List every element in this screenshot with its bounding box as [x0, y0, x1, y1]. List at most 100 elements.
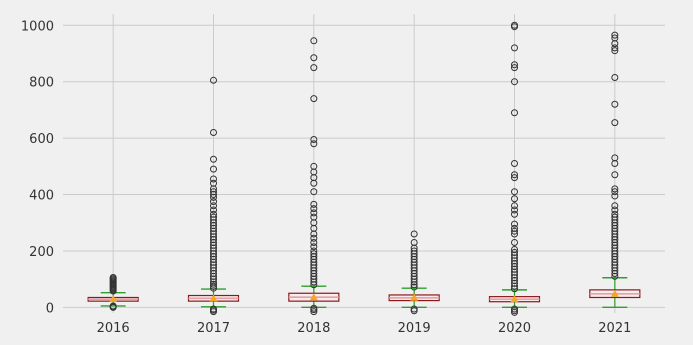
outlier-point	[210, 198, 217, 206]
outlier-point	[511, 188, 518, 196]
outlier-point	[310, 308, 318, 316]
x-tick-label: 2021	[598, 321, 631, 336]
outlier-point	[611, 34, 619, 42]
outlier-point	[210, 280, 217, 288]
outlier-point	[210, 179, 217, 187]
y-tick-label: 800	[29, 76, 54, 91]
box-group-2021	[589, 31, 641, 309]
box-group-2017	[187, 76, 240, 316]
outlier-point	[310, 136, 318, 144]
outlier-point	[109, 302, 117, 310]
outlier-point	[210, 188, 217, 196]
boxes	[87, 21, 641, 316]
outlier-point	[210, 210, 217, 218]
outlier-point	[210, 165, 217, 173]
outlier-point	[511, 210, 518, 218]
outlier-point	[611, 73, 619, 81]
mean-marker	[510, 295, 519, 303]
outlier-point	[210, 155, 217, 163]
box-group-2016	[87, 273, 139, 311]
outlier-point	[611, 206, 619, 214]
x-tick-label: 2019	[398, 321, 431, 336]
outlier-point	[210, 213, 217, 221]
outlier-point	[310, 304, 318, 312]
outlier-point	[511, 64, 518, 72]
mean-marker	[309, 293, 318, 301]
outlier-point	[511, 206, 518, 214]
y-tick-label: 0	[46, 301, 54, 316]
outlier-point	[310, 200, 318, 208]
outlier-point	[511, 109, 518, 117]
outlier-point	[310, 64, 318, 72]
outlier-point	[310, 162, 318, 170]
outlier-point	[410, 247, 418, 255]
x-tick-label: 2018	[297, 321, 330, 336]
box-group-2020	[488, 21, 541, 316]
outlier-point	[611, 185, 619, 193]
outlier-point	[511, 195, 518, 203]
mean-marker	[209, 294, 218, 302]
outlier-point	[310, 54, 318, 62]
outlier-point	[611, 154, 619, 162]
y-axis-ticks: 0 200 400 600 800 1000	[21, 19, 54, 316]
box-group-2019	[388, 230, 440, 315]
outlier-point	[310, 247, 318, 255]
outlier-point	[511, 174, 518, 182]
x-tick-label: 2016	[97, 321, 130, 336]
outlier-point	[410, 305, 418, 313]
outlier-point	[410, 283, 418, 291]
outlier-point	[511, 171, 518, 179]
box-group-2018	[288, 37, 340, 316]
outlier-point	[511, 305, 518, 313]
outlier-point	[310, 234, 318, 242]
outlier-point	[511, 44, 518, 52]
outlier-point	[410, 238, 418, 246]
outlier-point	[310, 213, 318, 221]
outlier-point	[511, 220, 518, 228]
outlier-point	[611, 210, 619, 218]
outlier-point	[310, 243, 318, 251]
outlier-point	[109, 273, 117, 281]
outlier-point	[611, 171, 619, 179]
y-tick-label: 400	[29, 189, 54, 204]
y-tick-label: 200	[29, 245, 54, 260]
outlier-point	[611, 188, 619, 196]
outlier-point	[511, 285, 518, 293]
outlier-point	[310, 188, 318, 196]
outlier-point	[210, 282, 217, 290]
outlier-point	[310, 238, 318, 246]
outlier-point	[611, 44, 619, 52]
outlier-point	[210, 175, 217, 183]
x-tick-label: 2020	[498, 321, 531, 336]
outlier-point	[511, 246, 518, 254]
y-tick-label: 1000	[21, 19, 54, 34]
outlier-point	[210, 206, 217, 214]
outlier-point	[611, 119, 619, 127]
outlier-point	[511, 21, 518, 29]
outlier-point	[511, 61, 518, 69]
outlier-point	[310, 250, 318, 258]
outlier-point	[210, 305, 217, 313]
outlier-point	[611, 202, 619, 210]
outlier-point	[210, 76, 217, 84]
outlier-point	[511, 224, 518, 232]
outlier-point	[611, 100, 619, 108]
outlier-point	[611, 192, 619, 200]
x-tick-label: 2017	[197, 321, 230, 336]
outlier-point	[310, 140, 318, 148]
outlier-point	[210, 128, 217, 136]
outlier-point	[611, 47, 619, 55]
outlier-point	[310, 209, 318, 217]
outlier-point	[611, 213, 619, 221]
outlier-point	[511, 78, 518, 86]
x-axis-ticks: 2016 2017 2018 2019 2020 2021	[97, 321, 632, 336]
mean-marker	[410, 293, 419, 301]
outlier-point	[511, 202, 518, 210]
outlier-point	[410, 230, 418, 238]
outlier-point	[511, 227, 518, 235]
outlier-point	[511, 160, 518, 167]
outlier-point	[310, 205, 318, 213]
outlier-point	[310, 37, 318, 45]
outlier-point	[310, 95, 318, 103]
